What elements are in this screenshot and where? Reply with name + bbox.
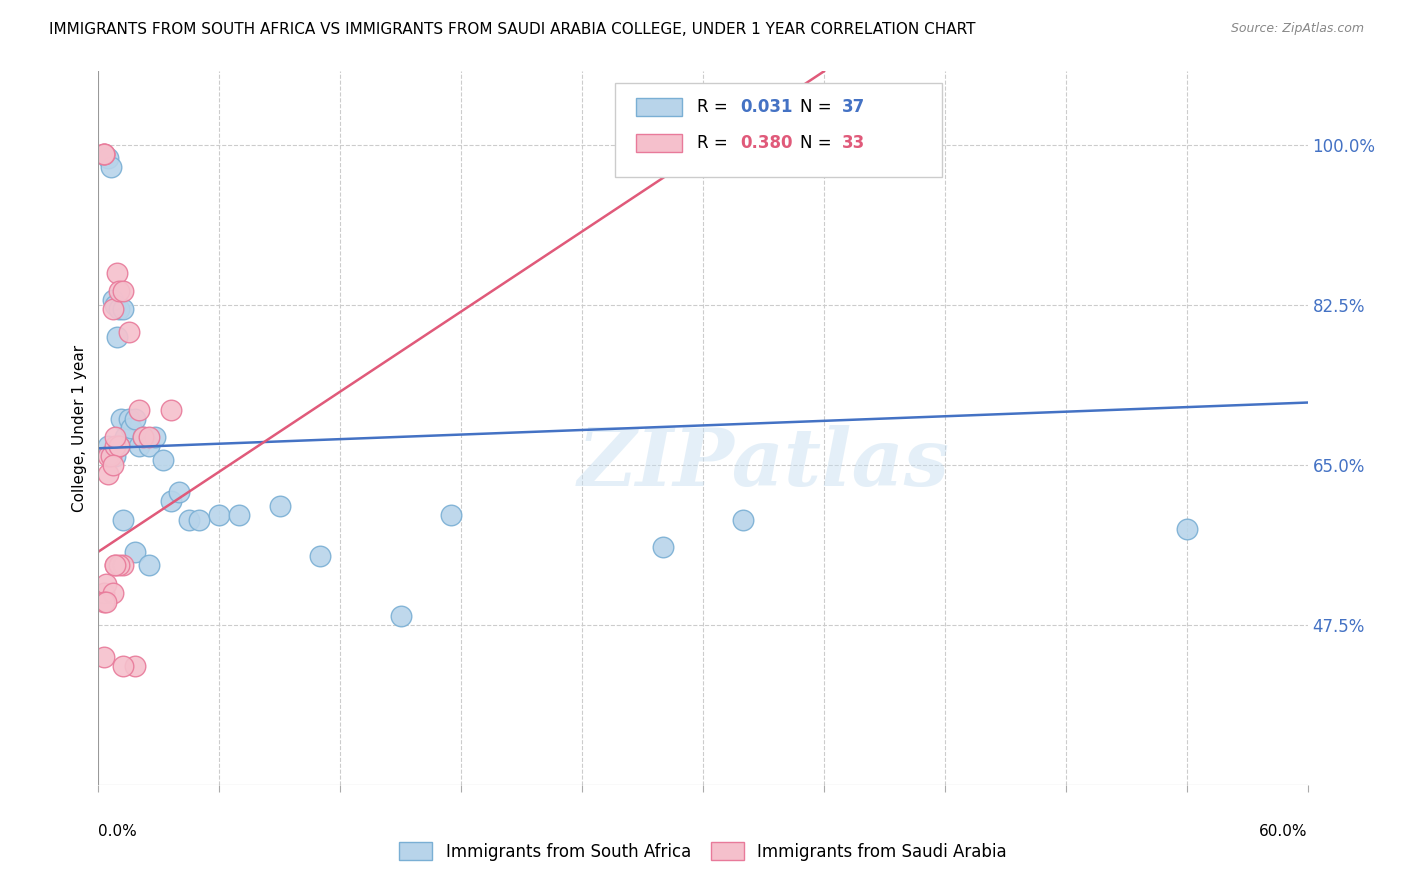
- Point: [309, 549, 332, 564]
- Point: [103, 298, 125, 312]
- Point: [103, 558, 125, 573]
- Point: [100, 449, 122, 463]
- Point: [107, 284, 129, 298]
- Point: [160, 494, 183, 508]
- Point: [793, 151, 815, 165]
- Point: [124, 544, 146, 558]
- Bar: [637, 98, 682, 116]
- Point: [228, 508, 250, 522]
- Point: [1175, 522, 1198, 536]
- Point: [93, 586, 115, 600]
- Text: 37: 37: [842, 98, 865, 116]
- Point: [93, 146, 115, 161]
- Point: [111, 302, 134, 317]
- Point: [111, 659, 134, 673]
- Text: R =: R =: [697, 134, 733, 152]
- Point: [103, 440, 125, 454]
- Point: [111, 513, 134, 527]
- Point: [124, 412, 146, 426]
- Bar: [637, 134, 682, 152]
- Point: [101, 458, 124, 472]
- Point: [179, 513, 201, 527]
- Point: [100, 449, 122, 463]
- Point: [96, 595, 118, 609]
- Point: [138, 430, 160, 444]
- Point: [105, 329, 128, 343]
- Point: [93, 595, 115, 609]
- Point: [93, 146, 115, 161]
- Point: [111, 284, 134, 298]
- Text: ZIPatlas: ZIPatlas: [578, 425, 949, 502]
- Point: [124, 659, 146, 673]
- Text: N =: N =: [800, 98, 837, 116]
- Point: [105, 266, 128, 280]
- Point: [93, 146, 115, 161]
- Point: [97, 440, 120, 454]
- Point: [103, 449, 125, 463]
- Point: [97, 151, 120, 165]
- Text: 60.0%: 60.0%: [1260, 824, 1308, 839]
- Point: [440, 508, 463, 522]
- Point: [389, 608, 412, 623]
- Point: [110, 412, 132, 426]
- Text: IMMIGRANTS FROM SOUTH AFRICA VS IMMIGRANTS FROM SAUDI ARABIA COLLEGE, UNDER 1 YE: IMMIGRANTS FROM SOUTH AFRICA VS IMMIGRAN…: [49, 22, 976, 37]
- Point: [120, 421, 142, 435]
- Point: [107, 302, 129, 317]
- Point: [107, 558, 129, 573]
- Point: [107, 440, 129, 454]
- Point: [114, 430, 136, 444]
- Point: [118, 412, 141, 426]
- Text: 33: 33: [842, 134, 865, 152]
- Point: [101, 293, 124, 307]
- Point: [97, 467, 120, 481]
- Point: [269, 499, 291, 513]
- Text: N =: N =: [800, 134, 837, 152]
- Point: [160, 402, 183, 417]
- Point: [118, 325, 141, 339]
- Text: 0.0%: 0.0%: [98, 824, 138, 839]
- Point: [793, 146, 815, 161]
- Point: [111, 558, 134, 573]
- Point: [93, 649, 115, 664]
- Point: [101, 586, 124, 600]
- Point: [97, 449, 120, 463]
- Point: [128, 402, 150, 417]
- Point: [167, 485, 190, 500]
- Text: Source: ZipAtlas.com: Source: ZipAtlas.com: [1230, 22, 1364, 36]
- Point: [152, 453, 174, 467]
- FancyBboxPatch shape: [614, 84, 942, 177]
- Point: [138, 558, 160, 573]
- Point: [208, 508, 231, 522]
- Point: [107, 440, 129, 454]
- Point: [143, 430, 166, 444]
- Y-axis label: College, Under 1 year: College, Under 1 year: [72, 344, 87, 512]
- Point: [132, 430, 155, 444]
- Point: [128, 440, 150, 454]
- Point: [103, 430, 125, 444]
- Point: [138, 440, 160, 454]
- Point: [651, 540, 673, 554]
- Legend: Immigrants from South Africa, Immigrants from Saudi Arabia: Immigrants from South Africa, Immigrants…: [392, 836, 1014, 868]
- Point: [733, 513, 755, 527]
- Text: R =: R =: [697, 98, 733, 116]
- Point: [188, 513, 211, 527]
- Point: [103, 558, 125, 573]
- Text: 0.031: 0.031: [741, 98, 793, 116]
- Point: [96, 576, 118, 591]
- Point: [100, 161, 122, 175]
- Point: [101, 302, 124, 317]
- Text: 0.380: 0.380: [741, 134, 793, 152]
- Point: [132, 430, 155, 444]
